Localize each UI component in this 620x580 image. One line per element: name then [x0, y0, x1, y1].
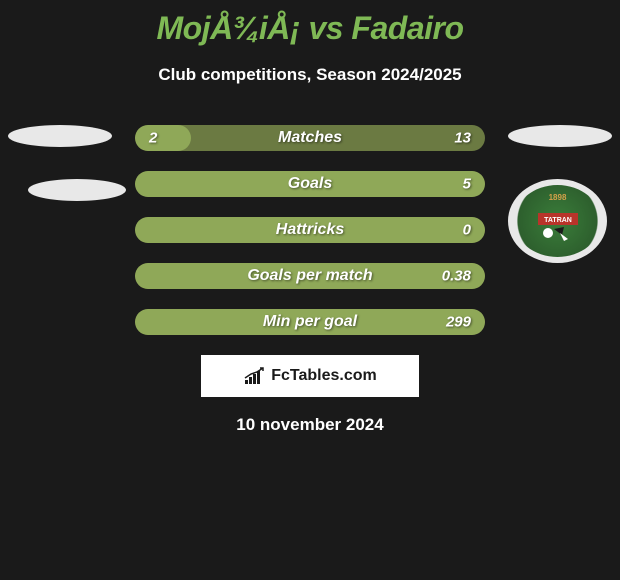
- subtitle: Club competitions, Season 2024/2025: [0, 65, 620, 85]
- footer-brand[interactable]: FcTables.com: [201, 355, 419, 397]
- stat-label: Goals: [288, 175, 332, 193]
- left-team-badges: [8, 125, 126, 233]
- page-title: MojÅ¾iÅ¡ vs Fadairo: [0, 0, 620, 47]
- stat-right-value: 5: [463, 176, 471, 193]
- stat-fill: [135, 125, 191, 151]
- stat-row-min-per-goal: Min per goal 299: [135, 309, 485, 335]
- footer-brand-text: FcTables.com: [271, 367, 377, 385]
- right-team-badges: 1898 TATRAN: [508, 125, 612, 263]
- stat-label: Goals per match: [247, 267, 372, 285]
- stat-label: Matches: [278, 129, 342, 147]
- date-text: 10 november 2024: [0, 415, 620, 435]
- stat-bars: 2 Matches 13 Goals 5 Hattricks 0 Goals p…: [135, 125, 485, 335]
- stat-right-value: 0.38: [442, 268, 471, 285]
- stat-row-matches: 2 Matches 13: [135, 125, 485, 151]
- badge-graphic: TATRAN: [538, 213, 578, 243]
- stat-left-value: 2: [149, 130, 157, 147]
- right-badge-logo: 1898 TATRAN: [508, 179, 607, 263]
- stat-right-value: 0: [463, 222, 471, 239]
- stat-row-hattricks: Hattricks 0: [135, 217, 485, 243]
- left-badge-2: [28, 179, 126, 201]
- stat-row-goals-per-match: Goals per match 0.38: [135, 263, 485, 289]
- chart-icon: [243, 366, 267, 386]
- left-badge-1: [8, 125, 112, 147]
- svg-text:TATRAN: TATRAN: [544, 217, 572, 224]
- right-badge-1: [508, 125, 612, 147]
- stat-right-value: 299: [446, 314, 471, 331]
- stat-right-value: 13: [454, 130, 471, 147]
- stat-label: Min per goal: [263, 313, 357, 331]
- badge-year: 1898: [549, 193, 567, 202]
- stat-label: Hattricks: [276, 221, 344, 239]
- stat-row-goals: Goals 5: [135, 171, 485, 197]
- comparison-area: 1898 TATRAN 2 Matches 13 Goals 5: [0, 125, 620, 435]
